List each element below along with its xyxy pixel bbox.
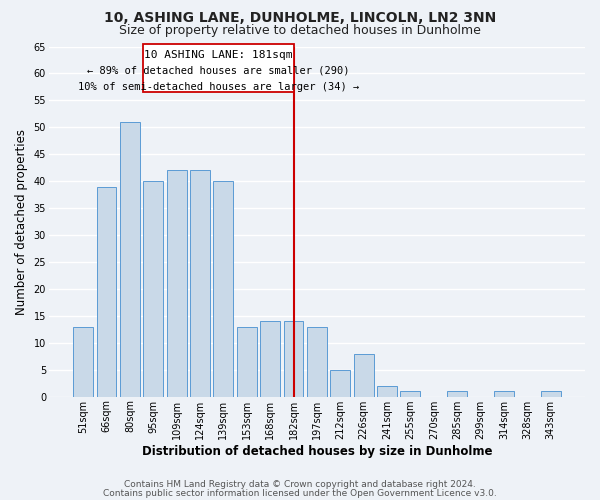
Text: 10 ASHING LANE: 181sqm: 10 ASHING LANE: 181sqm — [144, 50, 292, 60]
Bar — [494, 392, 514, 396]
Text: Contains HM Land Registry data © Crown copyright and database right 2024.: Contains HM Land Registry data © Crown c… — [124, 480, 476, 489]
Bar — [260, 321, 280, 396]
Text: 10% of semi-detached houses are larger (34) →: 10% of semi-detached houses are larger (… — [77, 82, 359, 92]
Bar — [73, 326, 93, 396]
Y-axis label: Number of detached properties: Number of detached properties — [15, 128, 28, 314]
Bar — [167, 170, 187, 396]
Bar — [190, 170, 210, 396]
Bar — [214, 181, 233, 396]
Text: 10, ASHING LANE, DUNHOLME, LINCOLN, LN2 3NN: 10, ASHING LANE, DUNHOLME, LINCOLN, LN2 … — [104, 11, 496, 25]
Text: ← 89% of detached houses are smaller (290): ← 89% of detached houses are smaller (29… — [87, 66, 349, 76]
Bar — [143, 181, 163, 396]
Bar — [377, 386, 397, 396]
Bar — [284, 321, 304, 396]
Bar — [447, 392, 467, 396]
Bar — [400, 392, 421, 396]
Text: Size of property relative to detached houses in Dunholme: Size of property relative to detached ho… — [119, 24, 481, 37]
Bar — [307, 326, 327, 396]
Bar — [354, 354, 374, 397]
X-axis label: Distribution of detached houses by size in Dunholme: Distribution of detached houses by size … — [142, 444, 492, 458]
Bar — [237, 326, 257, 396]
Bar — [541, 392, 560, 396]
Bar — [120, 122, 140, 396]
Text: Contains public sector information licensed under the Open Government Licence v3: Contains public sector information licen… — [103, 488, 497, 498]
Bar — [97, 186, 116, 396]
FancyBboxPatch shape — [143, 44, 293, 92]
Bar — [331, 370, 350, 396]
